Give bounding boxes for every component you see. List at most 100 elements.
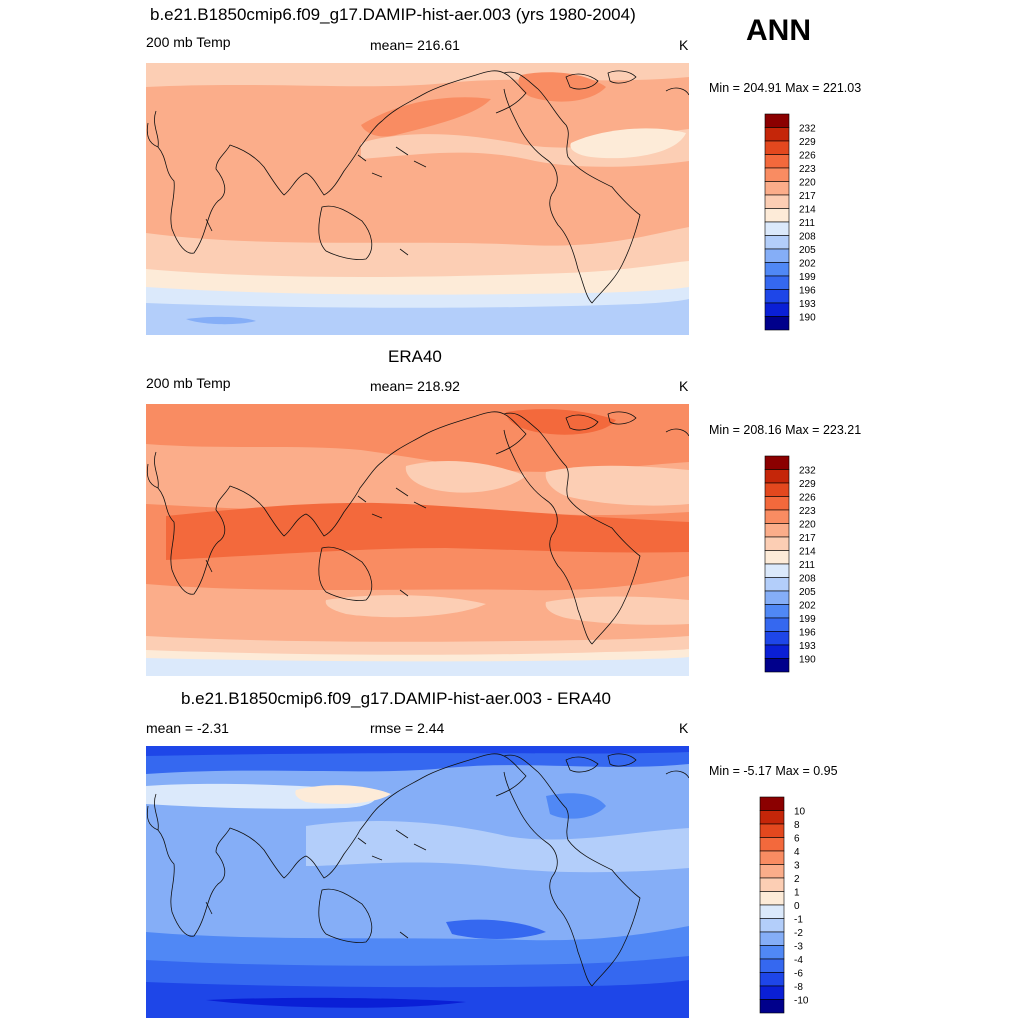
colorbar-swatch bbox=[764, 496, 790, 511]
colorbar-swatch bbox=[764, 509, 790, 524]
colorbar-tick-label: 214 bbox=[799, 546, 816, 557]
colorbar-swatch bbox=[764, 127, 790, 142]
colorbar-swatch bbox=[764, 154, 790, 169]
minmax-label: Min = -5.17 Max = 0.95 bbox=[709, 764, 838, 778]
colorbar-swatch bbox=[759, 931, 785, 946]
minmax-label: Min = 208.16 Max = 223.21 bbox=[709, 423, 862, 437]
colorbar-tick-label: 211 bbox=[799, 218, 815, 229]
colorbar-swatch bbox=[764, 617, 790, 632]
season-label: ANN bbox=[746, 14, 811, 47]
colorbar-tick-label: 4 bbox=[794, 847, 800, 858]
colorbar-swatch bbox=[764, 194, 790, 209]
panel-title: ERA40 bbox=[388, 347, 442, 366]
colorbar-tick-label: 193 bbox=[799, 641, 816, 652]
colorbar-tick-label: 196 bbox=[799, 285, 816, 296]
rmse-label: rmse = 2.44 bbox=[370, 720, 445, 736]
colorbar-swatch bbox=[764, 275, 790, 290]
panel-title: b.e21.B1850cmip6.f09_g17.DAMIP-hist-aer.… bbox=[150, 5, 636, 24]
colorbar-swatch bbox=[764, 577, 790, 592]
colorbar-swatch bbox=[764, 550, 790, 565]
colorbar-tick-label: 232 bbox=[799, 123, 816, 134]
colorbar-tick-label: 226 bbox=[799, 492, 816, 503]
colorbar-tick-label: 229 bbox=[799, 479, 816, 490]
colorbar-tick-label: 190 bbox=[799, 654, 816, 665]
colorbar-tick-label: -2 bbox=[794, 928, 803, 939]
colorbar-tick-label: 3 bbox=[794, 860, 800, 871]
colorbar-swatch bbox=[764, 604, 790, 619]
colorbar-swatch bbox=[764, 113, 790, 128]
colorbar-tick-label: -6 bbox=[794, 968, 803, 979]
mean-label: mean= 216.61 bbox=[370, 37, 460, 53]
colorbar-swatch bbox=[764, 590, 790, 605]
colorbar-model: 232 229 226 223 220 217 214 211 208 205 … bbox=[764, 113, 825, 331]
colorbar-tick-label: 190 bbox=[799, 312, 816, 323]
colorbar-tick-label: 193 bbox=[799, 299, 816, 310]
colorbar-swatch bbox=[759, 958, 785, 973]
colorbar-swatch bbox=[764, 482, 790, 497]
colorbar-swatch bbox=[759, 999, 785, 1014]
colorbar-tick-label: -10 bbox=[794, 995, 809, 1006]
colorbar-swatch bbox=[759, 877, 785, 892]
field-label: 200 mb Temp bbox=[146, 375, 231, 391]
colorbar-swatch bbox=[764, 563, 790, 578]
units-label: K bbox=[679, 720, 689, 736]
colorbar-swatch bbox=[764, 469, 790, 484]
colorbar-tick-label: 229 bbox=[799, 137, 816, 148]
colorbar-swatch bbox=[764, 536, 790, 551]
colorbar-swatch bbox=[764, 455, 790, 470]
colorbar-tick-label: 1 bbox=[794, 887, 800, 898]
colorbar-tick-label: 226 bbox=[799, 150, 816, 161]
colorbar-swatch bbox=[764, 221, 790, 236]
colorbar-tick-label: 223 bbox=[799, 164, 816, 175]
colorbar-swatch bbox=[759, 904, 785, 919]
colorbar-swatch bbox=[764, 658, 790, 673]
colorbar-swatch bbox=[759, 796, 785, 811]
colorbar-swatch bbox=[764, 644, 790, 659]
colorbar-tick-label: 205 bbox=[799, 245, 816, 256]
colorbar-swatch bbox=[759, 850, 785, 865]
colorbar-tick-label: 196 bbox=[799, 627, 816, 638]
colorbar-swatch bbox=[764, 181, 790, 196]
colorbar-tick-label: 223 bbox=[799, 506, 816, 517]
colorbar-tick-label: 202 bbox=[799, 258, 816, 269]
colorbar-swatch bbox=[764, 208, 790, 223]
colorbar-swatch bbox=[764, 316, 790, 331]
colorbar-tick-label: 232 bbox=[799, 465, 816, 476]
colorbar-tick-label: -3 bbox=[794, 941, 803, 952]
colorbar-tick-label: 0 bbox=[794, 901, 800, 912]
colorbar-tick-label: 202 bbox=[799, 600, 816, 611]
colorbar-tick-label: 199 bbox=[799, 272, 816, 283]
colorbar-swatch bbox=[759, 837, 785, 852]
colorbar-tick-label: 6 bbox=[794, 833, 800, 844]
colorbar-tick-label: 208 bbox=[799, 573, 816, 584]
colorbar-swatch bbox=[764, 302, 790, 317]
colorbar-tick-label: -8 bbox=[794, 982, 803, 993]
units-label: K bbox=[679, 378, 689, 394]
colorbar-swatch bbox=[764, 235, 790, 250]
colorbar-tick-label: 8 bbox=[794, 820, 800, 831]
colorbar-swatch bbox=[764, 167, 790, 182]
colorbar-tick-label: 205 bbox=[799, 587, 816, 598]
colorbar-swatch bbox=[759, 972, 785, 987]
colorbar-swatch bbox=[759, 864, 785, 879]
colorbar-obs: 232 229 226 223 220 217 214 211 208 205 … bbox=[764, 455, 825, 673]
colorbar-tick-label: -4 bbox=[794, 955, 803, 966]
colorbar-swatch bbox=[764, 248, 790, 263]
colorbar-tick-label: 217 bbox=[799, 191, 816, 202]
colorbar-tick-label: 208 bbox=[799, 231, 816, 242]
colorbar-tick-label: 2 bbox=[794, 874, 800, 885]
panel-title: b.e21.B1850cmip6.f09_g17.DAMIP-hist-aer.… bbox=[181, 689, 611, 708]
colorbar-tick-label: 214 bbox=[799, 204, 816, 215]
colorbar-swatch bbox=[764, 631, 790, 646]
colorbar-tick-label: 217 bbox=[799, 533, 816, 544]
colorbar-swatch bbox=[759, 823, 785, 838]
field-label: 200 mb Temp bbox=[146, 34, 231, 50]
diff-mean-label: mean = -2.31 bbox=[146, 720, 229, 736]
colorbar-swatch bbox=[759, 810, 785, 825]
colorbar-tick-label: -1 bbox=[794, 914, 803, 925]
colorbar-swatch bbox=[764, 140, 790, 155]
colorbar-swatch bbox=[759, 945, 785, 960]
colorbar-tick-label: 220 bbox=[799, 177, 816, 188]
map-diff bbox=[146, 746, 689, 1018]
colorbar-tick-label: 10 bbox=[794, 806, 806, 817]
